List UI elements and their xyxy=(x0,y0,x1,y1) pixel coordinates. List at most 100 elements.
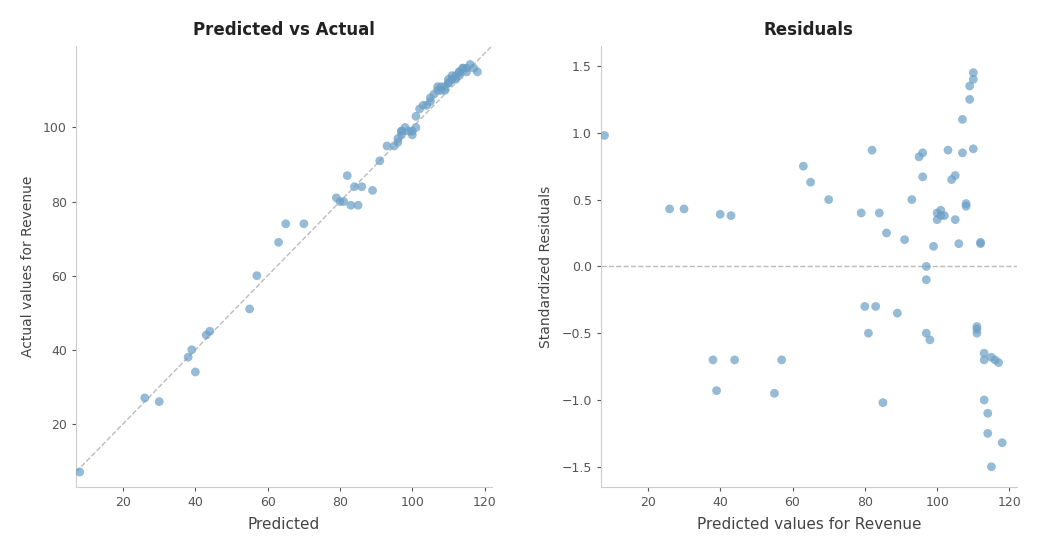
Point xyxy=(976,349,993,358)
Point xyxy=(969,322,986,331)
Y-axis label: Standardized Residuals: Standardized Residuals xyxy=(539,185,553,347)
Point xyxy=(430,82,446,91)
Point xyxy=(903,195,920,204)
Point xyxy=(455,64,471,72)
Point xyxy=(277,220,294,228)
Point xyxy=(922,336,939,345)
Point xyxy=(465,64,482,72)
Point xyxy=(379,142,395,150)
Point xyxy=(932,206,949,215)
Point xyxy=(371,156,388,165)
Point xyxy=(443,75,460,84)
Point xyxy=(342,201,359,210)
Point xyxy=(433,86,450,95)
Point xyxy=(389,134,406,143)
Point xyxy=(354,182,370,191)
Point xyxy=(422,97,439,106)
Point xyxy=(349,201,366,210)
Point xyxy=(984,353,1000,362)
Point xyxy=(422,93,439,102)
Y-axis label: Actual values for Revenue: Actual values for Revenue xyxy=(21,176,34,357)
Point xyxy=(972,238,989,247)
Point xyxy=(248,271,265,280)
Point xyxy=(802,178,819,186)
Point xyxy=(676,205,693,213)
Point xyxy=(241,305,258,314)
Point xyxy=(437,82,454,91)
Point xyxy=(198,331,215,340)
Point xyxy=(443,75,460,84)
Point xyxy=(386,142,403,150)
Point xyxy=(954,115,971,124)
Point xyxy=(990,358,1006,367)
Point xyxy=(868,302,884,311)
Point xyxy=(860,328,877,337)
Point xyxy=(462,60,479,69)
Point xyxy=(925,242,942,251)
Point xyxy=(430,86,446,95)
Point xyxy=(187,368,203,377)
Point xyxy=(918,275,935,284)
Point xyxy=(401,127,417,135)
Point xyxy=(458,64,475,72)
Point xyxy=(767,389,783,398)
Point xyxy=(364,186,381,195)
Point xyxy=(940,146,956,155)
Title: Residuals: Residuals xyxy=(763,21,854,39)
Point xyxy=(969,325,986,333)
Point xyxy=(451,71,467,80)
Point xyxy=(393,127,410,135)
Point xyxy=(871,208,888,217)
Point xyxy=(339,171,356,180)
Point xyxy=(335,197,351,206)
Point xyxy=(896,235,913,244)
Point xyxy=(346,182,363,191)
Point xyxy=(455,64,471,72)
Point xyxy=(950,239,967,248)
Point xyxy=(979,409,996,418)
Point xyxy=(864,146,880,155)
Point xyxy=(911,153,927,161)
Point xyxy=(987,356,1003,364)
Point xyxy=(451,67,467,76)
Point xyxy=(943,175,960,184)
Point xyxy=(726,356,743,364)
Point xyxy=(71,468,88,477)
Point xyxy=(708,386,725,395)
Point xyxy=(437,86,454,95)
Point xyxy=(712,210,729,218)
Point xyxy=(393,127,410,135)
Point xyxy=(994,439,1011,447)
Point xyxy=(957,202,974,211)
Point xyxy=(918,262,935,271)
Point xyxy=(184,345,200,354)
Point xyxy=(705,356,722,364)
Point xyxy=(137,394,153,403)
Point xyxy=(151,397,168,406)
Point xyxy=(404,127,420,135)
Point xyxy=(932,211,949,220)
Point xyxy=(270,238,287,247)
Point xyxy=(396,123,413,132)
Point xyxy=(393,131,410,139)
Point xyxy=(295,220,312,228)
Point xyxy=(947,171,964,180)
Point xyxy=(947,215,964,224)
Point xyxy=(915,148,931,157)
Point xyxy=(965,75,981,84)
Point xyxy=(451,67,467,76)
Point xyxy=(773,356,790,364)
Point xyxy=(936,211,952,220)
Point xyxy=(929,215,946,224)
Point xyxy=(440,79,457,87)
Point xyxy=(962,82,978,91)
Point xyxy=(856,302,873,311)
Point xyxy=(179,353,196,362)
Point xyxy=(447,71,464,80)
Point xyxy=(661,205,678,213)
Point xyxy=(984,462,1000,471)
Point xyxy=(415,101,432,109)
Point xyxy=(440,79,457,87)
Point xyxy=(965,68,981,77)
Point xyxy=(875,398,892,407)
